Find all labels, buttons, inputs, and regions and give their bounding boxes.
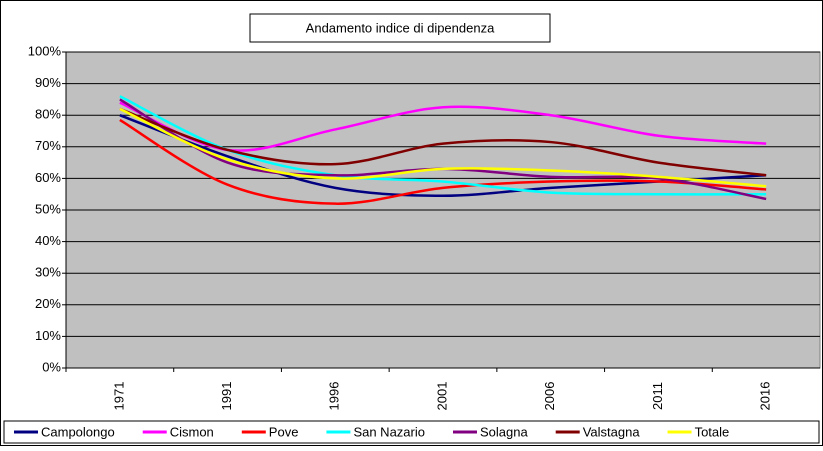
y-tick-label: 50% bbox=[35, 201, 61, 216]
x-tick-label: 2001 bbox=[434, 382, 449, 411]
series-line bbox=[119, 107, 767, 177]
y-tick-label: 80% bbox=[35, 107, 61, 122]
y-tick-label: 70% bbox=[35, 138, 61, 153]
x-tick-label: 1996 bbox=[327, 382, 342, 411]
x-tick-label: 1991 bbox=[219, 382, 234, 411]
legend-label: Cismon bbox=[170, 424, 214, 439]
legend-label: Totale bbox=[695, 424, 730, 439]
y-tick-label: 30% bbox=[35, 265, 61, 280]
x-tick-label: 2006 bbox=[542, 382, 557, 411]
legend-label: Pove bbox=[269, 424, 299, 439]
chart-title: Andamento indice di dipendenza bbox=[306, 20, 495, 35]
series-line bbox=[119, 107, 767, 188]
legend-label: San Nazario bbox=[353, 424, 425, 439]
y-tick-label: 20% bbox=[35, 296, 61, 311]
legend-label: Solagna bbox=[480, 424, 528, 439]
x-tick-label: 2016 bbox=[758, 382, 773, 411]
legend-label: Campolongo bbox=[41, 424, 115, 439]
y-tick-label: 90% bbox=[35, 75, 61, 90]
y-tick-label: 60% bbox=[35, 170, 61, 185]
series-line bbox=[119, 118, 767, 205]
legend-box bbox=[3, 420, 820, 444]
y-tick-label: 0% bbox=[42, 359, 61, 374]
y-tick-label: 10% bbox=[35, 328, 61, 343]
y-tick-label: 40% bbox=[35, 233, 61, 248]
title-box bbox=[249, 13, 551, 43]
x-tick-label: 2011 bbox=[650, 382, 665, 410]
x-tick-label: 1971 bbox=[111, 382, 126, 411]
y-tick-label: 100% bbox=[28, 43, 62, 58]
legend-label: Valstagna bbox=[583, 424, 641, 439]
